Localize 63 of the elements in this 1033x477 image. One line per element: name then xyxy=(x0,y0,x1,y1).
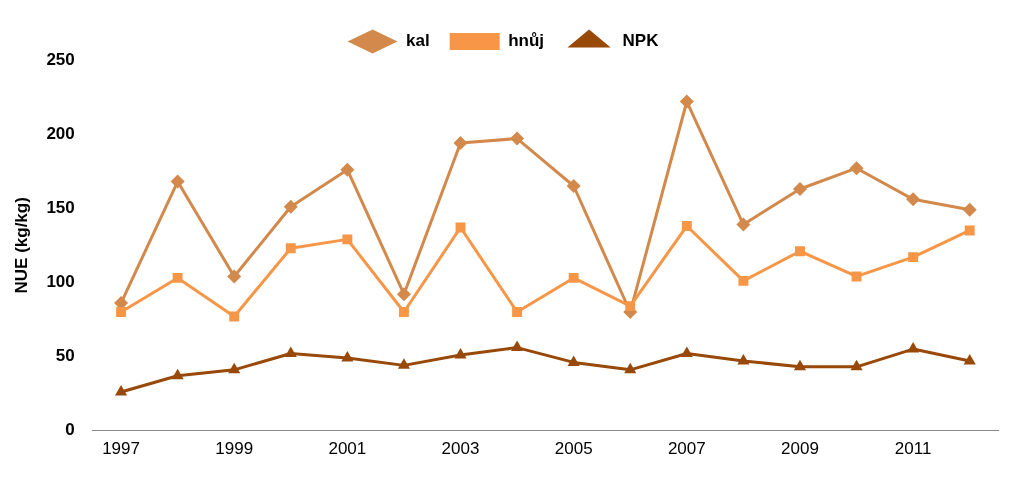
point xyxy=(454,348,467,359)
x-tick-label: 2007 xyxy=(667,439,706,459)
point xyxy=(681,221,692,231)
x-tick-label: 1999 xyxy=(215,439,254,459)
legend-label: hnůj xyxy=(508,31,545,51)
legend-label: NPK xyxy=(622,31,660,51)
point xyxy=(851,271,862,282)
y-tick-label: 50 xyxy=(55,346,75,366)
point xyxy=(849,161,864,176)
x-tick-label: 2009 xyxy=(781,439,819,459)
point xyxy=(907,342,920,353)
legend-label: kal xyxy=(406,31,430,51)
y-tick-label: 150 xyxy=(46,197,75,217)
point xyxy=(511,340,524,352)
point xyxy=(227,269,242,284)
point xyxy=(285,243,296,254)
point xyxy=(624,362,637,374)
point xyxy=(228,362,241,374)
y-axis-title: NUE (kg/kg) xyxy=(11,197,31,294)
point xyxy=(453,136,468,151)
point xyxy=(963,353,976,365)
point xyxy=(116,307,126,317)
x-tick-label: 2001 xyxy=(328,439,367,459)
point xyxy=(510,131,525,146)
y-tick-label: 200 xyxy=(46,123,75,143)
point xyxy=(906,192,921,207)
point xyxy=(229,311,240,322)
point xyxy=(568,272,579,283)
point xyxy=(850,359,863,371)
point xyxy=(792,181,807,196)
x-tick-label: 2003 xyxy=(441,439,480,459)
point xyxy=(283,199,298,214)
point xyxy=(679,94,694,109)
point xyxy=(396,287,411,302)
point xyxy=(341,350,354,362)
y-tick-label: 100 xyxy=(46,272,75,292)
point xyxy=(566,179,581,193)
point xyxy=(908,252,919,263)
point xyxy=(284,346,297,358)
point xyxy=(567,355,580,366)
point xyxy=(342,234,353,245)
point xyxy=(793,359,807,371)
point xyxy=(170,174,185,189)
point xyxy=(172,272,183,283)
point xyxy=(962,202,977,217)
x-tick-label: 2011 xyxy=(894,439,932,459)
point xyxy=(114,385,128,396)
point xyxy=(795,246,805,257)
point xyxy=(625,301,636,312)
point xyxy=(397,358,410,369)
x-tick-label: 2005 xyxy=(554,439,593,459)
y-tick-label: 0 xyxy=(65,420,75,440)
point xyxy=(512,307,523,317)
point xyxy=(738,275,749,286)
y-tick-label: 250 xyxy=(46,49,75,69)
point xyxy=(171,368,184,380)
point xyxy=(680,346,693,358)
point xyxy=(736,217,751,232)
point xyxy=(398,307,409,317)
point xyxy=(964,225,975,236)
point xyxy=(340,162,355,177)
x-tick-label: 1997 xyxy=(102,439,140,459)
point xyxy=(737,353,750,365)
